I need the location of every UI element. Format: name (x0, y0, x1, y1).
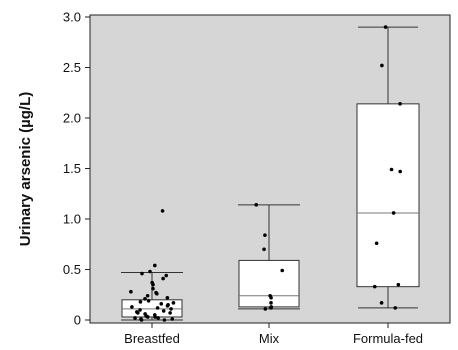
box-group-breastfed (121, 209, 183, 322)
y-tick-label: 2.5 (63, 60, 81, 75)
data-point (380, 63, 384, 68)
data-point (145, 315, 150, 319)
data-point (168, 311, 172, 315)
box-group-mix (238, 203, 300, 311)
data-point (269, 301, 273, 305)
data-point (129, 289, 133, 294)
box-groups (121, 25, 420, 322)
y-tick-label: 1.5 (63, 161, 81, 176)
y-tick-label: 0 (74, 313, 81, 328)
iqr-box (356, 103, 420, 288)
data-point (171, 301, 176, 305)
data-point (155, 291, 159, 296)
data-point (151, 286, 155, 291)
data-point (148, 269, 152, 274)
data-point (156, 316, 160, 320)
data-point (136, 311, 140, 315)
data-point (262, 247, 266, 252)
iqr-box (238, 259, 300, 308)
data-point (263, 233, 267, 237)
x-tick-label: Formula-fed (353, 331, 423, 346)
data-point (398, 169, 402, 174)
data-point (133, 316, 137, 320)
y-tick-label: 3.0 (63, 10, 81, 25)
data-point (280, 268, 285, 273)
x-axis: Breastfed Mix Formula-fed (124, 323, 423, 346)
data-point (153, 315, 157, 319)
box-group-formula-fed (356, 25, 420, 310)
data-point (145, 293, 150, 298)
data-point (161, 276, 165, 281)
data-point (161, 309, 166, 313)
data-point (143, 296, 147, 301)
data-point (269, 306, 273, 310)
data-point (153, 263, 157, 268)
data-point (165, 295, 170, 300)
data-point (254, 203, 259, 207)
data-point (169, 307, 173, 311)
data-point (160, 209, 165, 213)
y-tick-label: 2.0 (63, 111, 81, 126)
data-point (138, 308, 142, 312)
data-point (164, 273, 169, 278)
data-point (379, 301, 384, 305)
data-point (146, 299, 151, 303)
data-point (383, 25, 388, 29)
data-point (269, 295, 273, 300)
data-point (155, 306, 160, 310)
data-point (159, 302, 164, 306)
data-point (138, 300, 143, 304)
y-tick-label: 1.0 (63, 212, 81, 227)
data-point (165, 304, 170, 308)
data-point (140, 271, 144, 276)
data-point (130, 305, 134, 309)
data-point (393, 306, 398, 310)
data-point (398, 102, 402, 106)
x-tick-label: Mix (259, 331, 280, 346)
x-tick-label: Breastfed (124, 331, 180, 346)
y-axis-title: Urinary arsenic (µg/L) (17, 92, 34, 247)
data-point (162, 318, 167, 322)
data-point (374, 241, 379, 246)
data-point (389, 167, 394, 172)
y-tick-label: 0.5 (63, 262, 81, 277)
y-axis: 0 0.5 1.0 1.5 2.0 2.5 3.0 (63, 10, 90, 328)
data-point (391, 211, 396, 215)
data-point (139, 318, 144, 322)
data-point (170, 317, 175, 321)
data-point (396, 282, 401, 287)
data-point (263, 307, 268, 311)
data-point (151, 282, 155, 287)
data-point (372, 284, 377, 289)
